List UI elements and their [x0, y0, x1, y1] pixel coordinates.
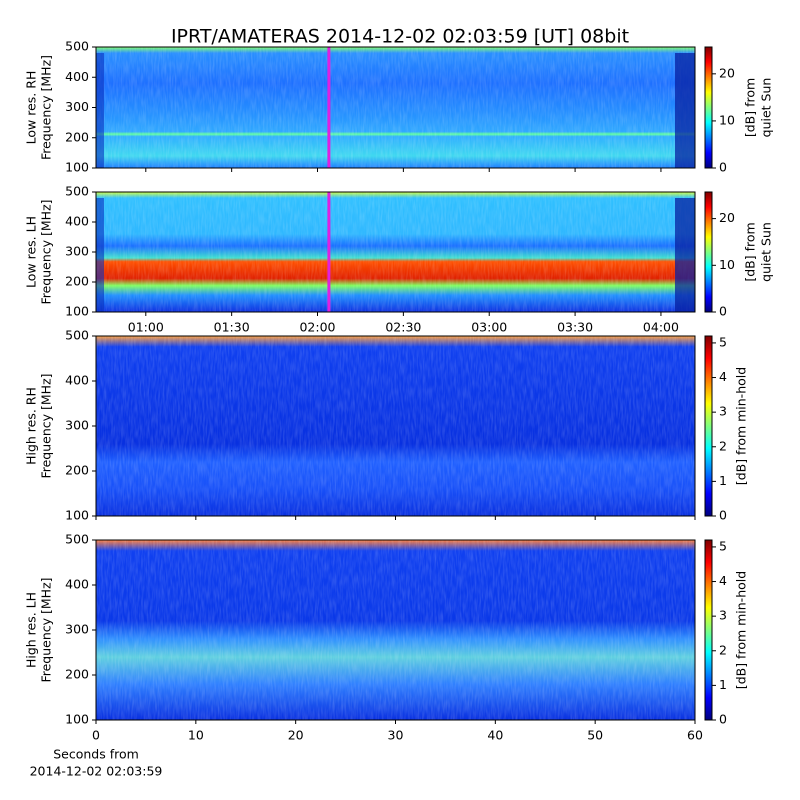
colorbar-tick-label: 4: [719, 573, 727, 588]
colorbar-label: quiet Sun: [759, 78, 774, 138]
colorbar-tick-label: 20: [719, 210, 735, 225]
y-tick-label: 300: [65, 622, 89, 637]
x-tick-label: 10: [188, 728, 204, 743]
data-gap: [96, 198, 104, 312]
colorbar-tick-label: 10: [719, 257, 735, 272]
spectrogram-texture: [96, 192, 695, 312]
y-axis-label: High res. LH: [24, 592, 39, 668]
y-tick-label: 200: [65, 274, 89, 289]
x-axis-label: 2014-12-02 02:03:59: [30, 764, 163, 779]
y-tick-label: 100: [65, 712, 89, 727]
y-axis-label: Low res. RH: [24, 71, 39, 145]
x-tick-label: 02:30: [385, 320, 421, 335]
x-tick-label: 01:30: [214, 320, 250, 335]
y-tick-label: 500: [65, 184, 89, 199]
y-tick-label: 300: [65, 99, 89, 114]
colorbar-tick-label: 5: [719, 538, 727, 553]
x-axis-label: Seconds from: [53, 747, 139, 762]
y-axis-label: Frequency [MHz]: [39, 199, 54, 304]
x-tick-label: 20: [288, 728, 304, 743]
colorbar: [704, 191, 713, 313]
y-tick-label: 100: [65, 304, 89, 319]
y-axis-label: Frequency [MHz]: [39, 373, 54, 478]
chart-title: IPRT/AMATERAS 2014-12-02 02:03:59 [UT] 0…: [171, 26, 629, 48]
colorbar-tick-label: 1: [719, 677, 727, 692]
colorbar-tick-label: 3: [719, 404, 727, 419]
y-tick-label: 400: [65, 69, 89, 84]
y-axis-label: High res. RH: [24, 387, 39, 465]
x-tick-label: 04:00: [643, 320, 679, 335]
colorbar-tick-label: 20: [719, 65, 735, 80]
x-tick-label: 03:00: [471, 320, 507, 335]
spectrogram-texture: [96, 47, 695, 168]
colorbar-label: [dB] from min-hold: [734, 571, 749, 689]
colorbar-tick-label: 0: [719, 304, 727, 319]
spectrogram-texture: [96, 540, 695, 720]
colorbar-label: [dB] from: [743, 222, 758, 281]
x-tick-label: 01:00: [128, 320, 164, 335]
colorbar-tick-label: 1: [719, 473, 727, 488]
x-tick-label: 50: [587, 728, 603, 743]
x-tick-label: 60: [687, 728, 703, 743]
colorbar-tick-label: 0: [719, 712, 727, 727]
y-tick-label: 300: [65, 418, 89, 433]
x-tick-label: 30: [388, 728, 404, 743]
y-tick-label: 300: [65, 244, 89, 259]
y-tick-label: 400: [65, 214, 89, 229]
x-tick-label: 02:00: [299, 320, 335, 335]
y-axis-label: Frequency [MHz]: [39, 577, 54, 682]
colorbar-tick-label: 2: [719, 438, 727, 453]
y-tick-label: 400: [65, 577, 89, 592]
colorbar-tick-label: 2: [719, 642, 727, 657]
colorbar-label: [dB] from: [743, 78, 758, 137]
y-tick-label: 200: [65, 667, 89, 682]
colorbar-tick-label: 0: [719, 160, 727, 175]
y-tick-label: 100: [65, 160, 89, 175]
colorbar-label: [dB] from min-hold: [734, 367, 749, 485]
data-gap: [96, 53, 104, 168]
y-tick-label: 200: [65, 463, 89, 478]
y-tick-label: 500: [65, 39, 89, 54]
colorbar: [704, 335, 713, 517]
colorbar-tick-label: 3: [719, 608, 727, 623]
x-tick-label: 0: [92, 728, 100, 743]
spectrogram-texture: [96, 336, 695, 516]
colorbar-label: quiet Sun: [759, 222, 774, 282]
x-tick-label: 40: [487, 728, 503, 743]
data-gap: [675, 53, 695, 168]
y-axis-label: Low res. LH: [24, 216, 39, 288]
y-axis-label: Frequency [MHz]: [39, 55, 54, 160]
y-tick-label: 500: [65, 532, 89, 547]
y-tick-label: 200: [65, 129, 89, 144]
y-tick-label: 400: [65, 373, 89, 388]
colorbar-tick-label: 10: [719, 112, 735, 127]
colorbar: [704, 539, 713, 721]
colorbar-tick-label: 0: [719, 508, 727, 523]
colorbar-tick-label: 5: [719, 334, 727, 349]
colorbar-tick-label: 4: [719, 369, 727, 384]
y-tick-label: 100: [65, 508, 89, 523]
data-gap: [675, 198, 695, 312]
y-tick-label: 500: [65, 328, 89, 343]
x-tick-label: 03:30: [557, 320, 593, 335]
colorbar: [704, 46, 713, 169]
